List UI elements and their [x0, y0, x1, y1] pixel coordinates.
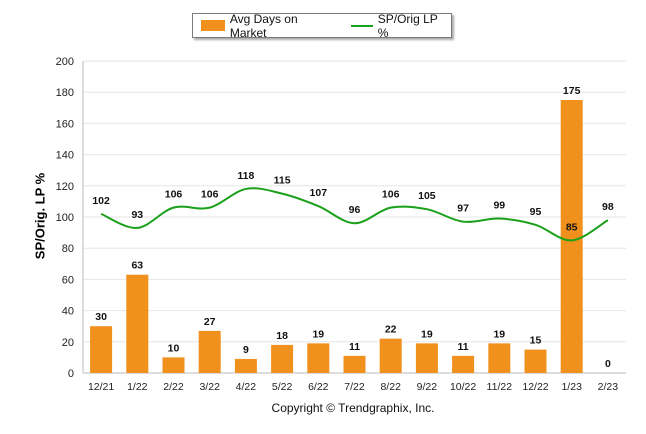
x-tick-label: 2/23 — [598, 381, 619, 393]
line-value-label: 106 — [201, 189, 219, 201]
y-tick-label: 80 — [62, 243, 74, 255]
line-value-label: 96 — [349, 204, 361, 216]
bar-value-label: 10 — [168, 342, 180, 354]
y-tick-label: 100 — [56, 212, 74, 224]
legend-bar-label: Avg Days on Market — [229, 11, 298, 40]
bar — [524, 349, 547, 373]
bar — [379, 338, 402, 373]
line-value-label: 95 — [530, 206, 542, 218]
x-tick-label: 11/22 — [487, 381, 513, 393]
x-tick-label: 2/22 — [163, 381, 184, 393]
line-value-label: 118 — [237, 170, 254, 182]
bar — [162, 357, 185, 373]
bar-value-label: 9 — [243, 344, 249, 356]
line-value-label: 98 — [602, 201, 614, 213]
bar — [271, 344, 294, 373]
line-series-sp-orig-lp — [100, 187, 609, 242]
line-value-label: 97 — [457, 203, 469, 215]
footer-copyright: Copyright © Trendgraphix, Inc. — [271, 401, 435, 415]
bar-value-label: 63 — [131, 260, 143, 272]
line-value-label: 115 — [274, 175, 291, 187]
bar — [452, 355, 475, 373]
x-tick-label: 3/22 — [199, 381, 220, 393]
legend: Avg Days on Market SP/Orig LP % — [192, 11, 452, 40]
x-tick-label: 1/23 — [561, 381, 582, 393]
bar-value-label: 19 — [421, 328, 433, 340]
line-value-label: 106 — [382, 189, 400, 201]
x-tick-label: 10/22 — [450, 381, 476, 393]
line-value-label: 106 — [165, 189, 183, 201]
y-axis-label: SP/Orig. LP % — [32, 172, 48, 260]
y-tick-label: 200 — [56, 56, 74, 68]
bar-value-label: 27 — [204, 316, 216, 328]
y-tick-label: 60 — [62, 274, 74, 286]
legend-bar-swatch — [201, 20, 225, 31]
bar-value-label: 30 — [95, 311, 107, 323]
x-tick-label: 4/22 — [236, 381, 257, 393]
y-tick-label: 0 — [68, 368, 74, 380]
bar-value-label: 0 — [605, 358, 611, 370]
bar — [488, 343, 511, 373]
bar — [415, 343, 438, 373]
y-tick-label: 20 — [62, 337, 74, 349]
line-value-label: 107 — [310, 187, 328, 199]
y-tick-label: 120 — [56, 181, 74, 193]
bar — [126, 274, 149, 373]
x-tick-label: 7/22 — [344, 381, 365, 393]
x-tick-label: 8/22 — [380, 381, 401, 393]
legend-item-line: SP/Orig LP % — [350, 11, 451, 40]
line-value-label: 99 — [493, 200, 505, 212]
line-value-label: 85 — [566, 221, 578, 233]
bar-value-label: 175 — [563, 85, 581, 97]
bar — [307, 343, 330, 373]
bar-value-label: 19 — [312, 328, 324, 340]
line-value-label: 102 — [92, 195, 110, 207]
y-tick-label: 40 — [62, 306, 74, 318]
y-tick-label: 140 — [56, 150, 74, 162]
x-tick-label: 12/22 — [522, 381, 548, 393]
legend-line-swatch — [350, 24, 373, 27]
legend-item-bar: Avg Days on Market — [201, 12, 337, 40]
line-value-label: 93 — [131, 209, 143, 221]
x-tick-label: 12/21 — [88, 381, 114, 393]
x-tick-label: 6/22 — [308, 381, 329, 393]
bar-value-label: 11 — [349, 341, 360, 353]
bar — [90, 326, 113, 373]
bar-value-label: 11 — [458, 341, 469, 353]
bar-value-label: 19 — [493, 328, 505, 340]
x-tick-label: 5/22 — [272, 381, 293, 393]
bar — [343, 355, 366, 373]
y-tick-label: 160 — [56, 118, 74, 130]
bar — [198, 330, 221, 373]
bar-value-label: 15 — [530, 335, 542, 347]
x-tick-label: 1/22 — [127, 381, 148, 393]
bar — [560, 100, 583, 373]
bar-value-label: 22 — [385, 324, 397, 336]
bar-value-label: 18 — [276, 330, 288, 342]
bar — [234, 358, 257, 373]
y-tick-label: 180 — [56, 87, 74, 99]
legend-line-label: SP/Orig LP % — [377, 11, 438, 40]
x-tick-label: 9/22 — [417, 381, 438, 393]
line-value-label: 105 — [418, 190, 436, 202]
